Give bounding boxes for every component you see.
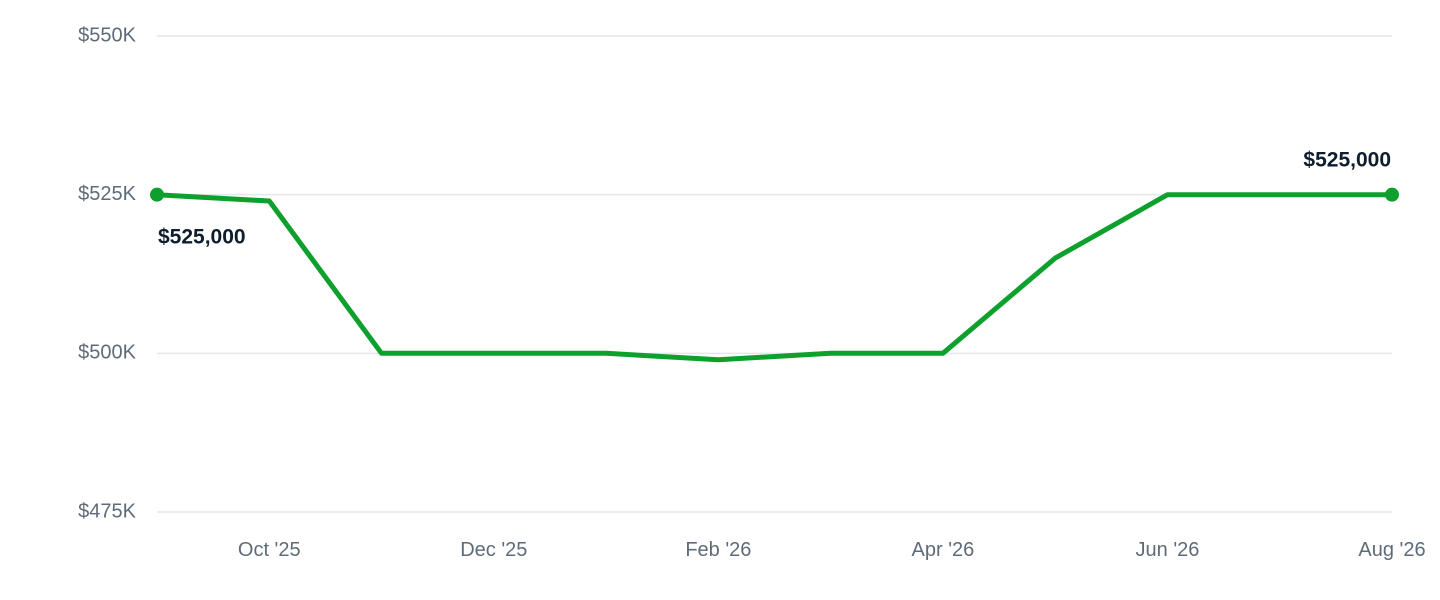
series-line [154, 192, 1395, 363]
x-axis-ticks: Oct '25 Dec '25 Feb '26 Apr '26 Jun '26 Aug '… [238, 539, 1426, 561]
data-labels: $525,000 $525,000 [158, 149, 1391, 249]
x-tick-label: Apr '26 [912, 539, 975, 561]
gridlines [157, 35, 1392, 513]
series-layer [150, 187, 1399, 363]
data-label: $525,000 [158, 226, 246, 249]
y-tick-label: $525K [78, 183, 136, 205]
endpoint-marker [1385, 187, 1399, 202]
y-tick-label: $550K [78, 24, 136, 46]
y-tick-label: $475K [78, 500, 136, 522]
x-tick-label: Jun '26 [1136, 539, 1200, 561]
data-label: $525,000 [1303, 149, 1391, 172]
endpoint-marker [150, 187, 164, 202]
y-axis-ticks: $550K $525K $500K $475K [78, 24, 136, 522]
y-tick-label: $500K [78, 342, 136, 364]
x-tick-label: Dec '25 [460, 539, 527, 561]
x-tick-label: Aug '26 [1358, 539, 1425, 561]
x-tick-label: Oct '25 [238, 539, 301, 561]
x-tick-label: Feb '26 [685, 539, 751, 561]
